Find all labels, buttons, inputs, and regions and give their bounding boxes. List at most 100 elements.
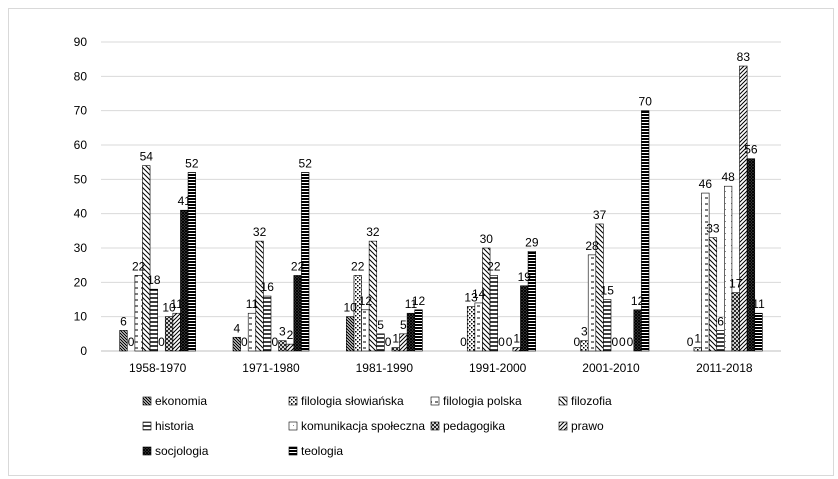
data-label: 5 [400,318,407,332]
bar [301,172,310,352]
bar [489,275,498,352]
data-label: 0 [498,335,505,349]
y-tick-label: 60 [74,138,88,152]
data-label: 0 [460,335,467,349]
data-label: 41 [178,194,192,208]
legend-swatch [558,396,568,406]
data-label: 0 [158,335,165,349]
y-tick-label: 20 [74,275,88,289]
bar [520,285,529,352]
data-label: 37 [593,208,607,222]
bar [293,275,302,352]
bar [406,312,416,352]
data-label: 0 [241,335,248,349]
bar [746,158,756,352]
data-label: 0 [687,335,694,349]
legend-label: ekonomia [155,394,207,408]
y-tick-label: 10 [74,310,88,324]
bar [285,343,295,352]
data-label: 52 [299,156,313,170]
bar [580,340,589,352]
bar [172,312,181,352]
data-label: 48 [721,170,735,184]
data-label: 1 [694,332,701,346]
data-label: 11 [405,297,418,311]
data-label: 10 [162,301,176,315]
bar [512,347,521,352]
bar [232,336,241,352]
data-label: 11 [170,297,183,311]
bar [716,330,725,352]
y-tick-label: 80 [74,69,88,83]
data-label: 18 [147,273,161,287]
bar [527,251,536,352]
data-label: 22 [351,259,365,273]
legend-swatch [430,421,440,431]
data-label: 17 [729,277,743,291]
data-label: 1 [513,332,520,346]
data-label: 0 [271,335,278,349]
y-tick-label: 90 [74,35,88,49]
bar [414,309,423,352]
data-label: 14 [472,287,486,301]
legend-label: filozofia [571,394,612,408]
category-label: 2011-2018 [696,361,753,375]
data-label: 29 [525,235,539,249]
legend-label: teologia [301,444,343,458]
data-label: 12 [359,294,373,308]
bar [278,340,287,352]
data-label: 0 [627,335,634,349]
data-label: 6 [120,314,127,328]
category-label: 1958-1970 [129,361,187,375]
data-label: 0 [385,335,392,349]
data-label: 11 [246,297,259,311]
bar [263,295,272,352]
y-tick-label: 0 [80,344,87,358]
data-label: 0 [506,335,513,349]
bar [633,309,642,352]
legend-swatch [558,421,568,431]
legend-swatch [288,421,298,431]
bar [346,316,355,352]
data-label: 19 [518,270,532,284]
data-label: 32 [366,225,380,239]
data-label: 3 [581,325,588,339]
category-label: 2001-2010 [582,361,640,375]
category-label: 1981-1990 [356,361,414,375]
gridlines [101,41,781,352]
data-label: 1 [392,332,399,346]
legend-label: socjologia [155,444,209,458]
bar [247,312,257,352]
data-label: 12 [631,294,645,308]
bar [587,254,597,352]
legend-swatch [288,396,298,406]
bar [474,302,483,352]
legend-swatch [142,396,152,406]
data-label: 22 [487,259,501,273]
bar [368,240,378,352]
data-label: 70 [639,95,653,109]
category-label: 1971-1980 [242,361,300,375]
data-label: 10 [343,301,357,315]
bar [701,192,710,352]
data-label: 12 [412,294,426,308]
bar [641,110,650,352]
legend-label: pedagogika [443,419,505,433]
data-label: 56 [744,143,758,157]
data-label: 3 [279,325,286,339]
bar [399,333,408,352]
legend-swatch [288,446,298,456]
bar [142,165,151,352]
bar [603,299,612,352]
bar [595,223,604,352]
y-tick-label: 30 [74,241,88,255]
legend-swatch [430,396,440,406]
legend: ekonomia filologia słowiańska filologia po… [142,394,612,458]
data-label: 30 [480,232,494,246]
bar [361,309,370,352]
y-tick-label: 40 [74,207,88,221]
data-label: 33 [706,222,720,236]
y-axis-ticks: 0 10 20 30 40 50 60 70 80 90 [74,35,88,358]
data-label: 16 [261,280,275,294]
